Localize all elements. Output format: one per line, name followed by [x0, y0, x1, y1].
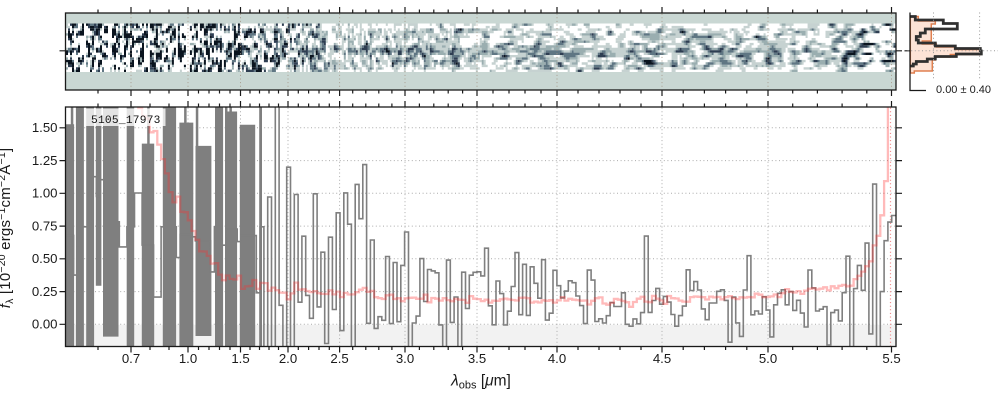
- svg-text:λobs [μm]: λobs [μm]: [450, 373, 511, 392]
- svg-text:0.00 ± 0.40: 0.00 ± 0.40: [936, 84, 991, 96]
- svg-text:1.25: 1.25: [32, 153, 58, 168]
- svg-text:0.00: 0.00: [32, 317, 58, 332]
- svg-text:2.0: 2.0: [279, 351, 297, 366]
- svg-text:0.7: 0.7: [122, 351, 140, 366]
- svg-text:5.5: 5.5: [882, 351, 900, 366]
- svg-text:0.75: 0.75: [32, 218, 58, 233]
- svg-text:5105_17973: 5105_17973: [91, 115, 161, 127]
- svg-text:fλ [10−20 ergs−1cm−2Å−1]: fλ [10−20 ergs−1cm−2Å−1]: [0, 148, 16, 309]
- svg-text:0.25: 0.25: [32, 284, 58, 299]
- svg-text:1.0: 1.0: [179, 351, 197, 366]
- svg-text:0.50: 0.50: [32, 251, 58, 266]
- svg-text:1.00: 1.00: [32, 186, 58, 201]
- svg-text:4.0: 4.0: [548, 351, 566, 366]
- svg-text:1.5: 1.5: [231, 351, 249, 366]
- svg-text:4.5: 4.5: [653, 351, 671, 366]
- svg-text:3.5: 3.5: [468, 351, 486, 366]
- svg-text:3.0: 3.0: [396, 351, 414, 366]
- svg-text:1.50: 1.50: [32, 120, 58, 135]
- svg-text:2.5: 2.5: [330, 351, 348, 366]
- svg-text:5.0: 5.0: [759, 351, 777, 366]
